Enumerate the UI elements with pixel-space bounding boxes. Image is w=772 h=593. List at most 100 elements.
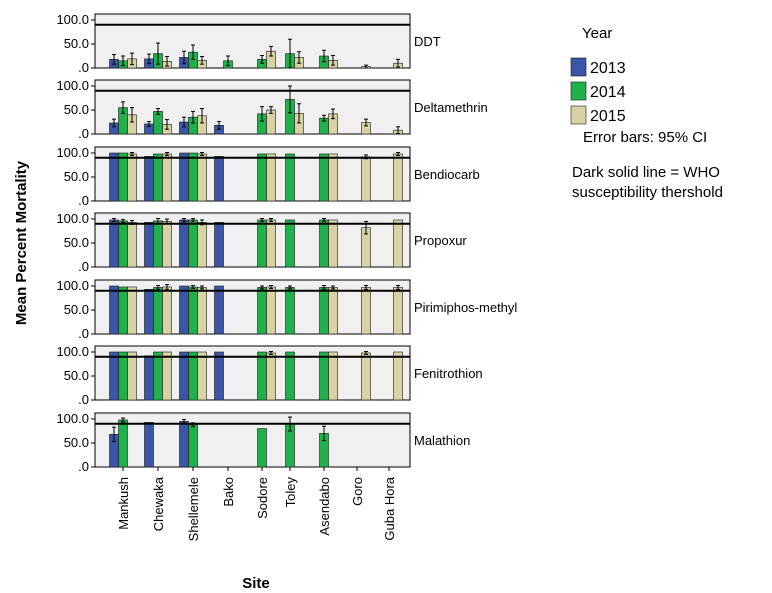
bar-fenitrothion-mankush-2015 — [127, 351, 137, 401]
bar-pirimiphos-methyl-guba-hora-2015 — [393, 287, 403, 335]
error-bar-propoxur-sodore-2014 — [260, 218, 264, 222]
error-bar-malathion-asendabo-2014 — [322, 425, 326, 442]
error-bar-ddt-asendabo-2015 — [331, 55, 335, 66]
y-tick-label: 50.0 — [64, 169, 89, 184]
bar-pirimiphos-methyl-shellemele-2014 — [188, 286, 198, 335]
legend-swatch — [570, 81, 587, 101]
bar-fenitrothion-chewaka-2013 — [144, 355, 154, 401]
y-tick-label: .0 — [78, 193, 89, 208]
legend-item-2015: 2015 — [570, 105, 626, 125]
y-tick-label: 100.0 — [56, 278, 89, 293]
bar-fenitrothion-chewaka-2014 — [153, 351, 163, 401]
note-threshold-line-1: Dark solid line = WHO — [572, 164, 720, 181]
x-tick-label-sodore: Sodore — [255, 477, 270, 519]
error-bar-ddt-toley-2015 — [297, 51, 301, 64]
legend-swatch — [570, 57, 587, 77]
error-bar-deltamethrin-mankush-2014 — [121, 101, 125, 114]
bar-propoxur-shellemele-2014 — [188, 219, 198, 268]
chart-notes: Error bars: 95% CI Dark solid line = WHO… — [572, 129, 723, 201]
bar-pirimiphos-methyl-sodore-2014 — [257, 287, 267, 335]
bar-fenitrothion-asendabo-2014 — [319, 351, 329, 401]
bar-pirimiphos-methyl-chewaka-2013 — [144, 289, 154, 335]
bar-malathion-sodore-2014 — [257, 428, 267, 468]
bar-propoxur-sodore-2015 — [266, 219, 276, 268]
x-axis-title: Site — [242, 575, 270, 592]
bar-bendiocarb-guba-hora-2015 — [393, 153, 403, 202]
error-bar-bendiocarb-guba-hora-2015 — [396, 152, 400, 156]
panel-bendiocarb: .0 50.0 100.0 Bendiocarb — [56, 145, 479, 208]
error-bar-pirimiphos-methyl-goro-2015 — [364, 285, 368, 290]
panel-label: DDT — [414, 34, 441, 49]
panel-malathion: .0 50.0 100.0 Malathion — [56, 411, 470, 474]
bar-propoxur-chewaka-2015 — [162, 221, 172, 268]
error-bar-deltamethrin-shellemele-2014 — [191, 110, 195, 124]
bar-malathion-chewaka-2013 — [144, 422, 154, 468]
bar-bendiocarb-toley-2014 — [285, 153, 295, 202]
error-bar-pirimiphos-methyl-chewaka-2014 — [156, 285, 160, 290]
panel-fenitrothion: .0 50.0 100.0 Fenitrothion — [56, 344, 482, 407]
error-bar-pirimiphos-methyl-sodore-2015 — [269, 285, 273, 289]
bar-fenitrothion-guba-hora-2015 — [393, 351, 403, 401]
error-bar-deltamethrin-goro-2015 — [364, 118, 368, 127]
bar-bendiocarb-asendabo-2015 — [328, 153, 338, 202]
y-tick-label: 100.0 — [56, 78, 89, 93]
legend: Year 2013 2014 2015 — [570, 25, 626, 125]
error-bar-bendiocarb-shellemele-2015 — [200, 152, 204, 156]
y-tick-label: 100.0 — [56, 12, 89, 27]
bar-propoxur-sodore-2014 — [257, 219, 267, 268]
bar-bendiocarb-chewaka-2015 — [162, 153, 172, 202]
panel-frame — [94, 412, 411, 468]
bar-propoxur-asendabo-2015 — [328, 219, 338, 268]
y-tick-label: .0 — [78, 459, 89, 474]
error-bar-deltamethrin-sodore-2015 — [269, 106, 273, 114]
bar-fenitrothion-shellemele-2014 — [188, 351, 198, 401]
error-bar-deltamethrin-mankush-2013 — [112, 118, 116, 128]
bar-propoxur-guba-hora-2015 — [393, 219, 403, 268]
bar-propoxur-mankush-2013 — [109, 219, 119, 268]
x-tick-label-toley: Toley — [283, 477, 298, 508]
x-tick-label-bako: Bako — [221, 477, 236, 507]
bar-pirimiphos-methyl-shellemele-2013 — [179, 285, 189, 335]
bar-pirimiphos-methyl-mankush-2014 — [118, 286, 128, 335]
error-bar-pirimiphos-methyl-chewaka-2015 — [165, 284, 169, 290]
y-tick-label: 50.0 — [64, 102, 89, 117]
error-bar-deltamethrin-asendabo-2014 — [322, 114, 326, 122]
error-bar-ddt-asendabo-2014 — [322, 49, 326, 63]
bar-pirimiphos-methyl-bako-2013 — [214, 285, 224, 335]
legend-item-2014: 2014 — [570, 81, 626, 101]
error-bar-deltamethrin-chewaka-2015 — [165, 119, 169, 130]
error-bar-deltamethrin-chewaka-2013 — [147, 121, 151, 127]
bar-malathion-shellemele-2014 — [188, 424, 198, 468]
bar-pirimiphos-methyl-shellemele-2015 — [197, 287, 207, 335]
legend-label: 2014 — [590, 84, 626, 101]
y-tick-label: .0 — [78, 126, 89, 141]
x-tick-label-asendabo: Asendabo — [317, 477, 332, 536]
error-bar-pirimiphos-methyl-guba-hora-2015 — [396, 285, 400, 290]
error-bar-propoxur-asendabo-2014 — [322, 218, 326, 222]
legend-swatch — [570, 105, 587, 125]
bar-fenitrothion-mankush-2013 — [109, 351, 119, 401]
y-tick-label: 100.0 — [56, 145, 89, 160]
error-bar-ddt-bako-2014 — [226, 55, 230, 67]
panel-label: Malathion — [414, 433, 470, 448]
error-bar-bendiocarb-mankush-2015 — [130, 152, 134, 156]
error-bar-pirimiphos-methyl-asendabo-2015 — [331, 285, 335, 290]
bar-pirimiphos-methyl-sodore-2015 — [266, 286, 276, 335]
panel-deltamethrin: .0 50.0 100.0 Deltamethrin — [56, 78, 487, 141]
error-bar-ddt-shellemele-2015 — [200, 55, 204, 65]
bar-pirimiphos-methyl-mankush-2015 — [127, 286, 137, 335]
legend-item-2013: 2013 — [570, 57, 626, 77]
error-bar-malathion-mankush-2013 — [112, 426, 116, 443]
error-bar-deltamethrin-toley-2015 — [297, 103, 301, 124]
y-tick-label: 100.0 — [56, 411, 89, 426]
x-tick-label-chewaka: Chewaka — [151, 476, 166, 531]
panel-propoxur: .0 50.0 100.0 Propoxur — [56, 211, 467, 274]
legend-title: Year — [582, 25, 612, 42]
x-tick-label-goro: Goro — [350, 477, 365, 506]
bar-bendiocarb-mankush-2013 — [109, 152, 119, 202]
error-bar-deltamethrin-mankush-2015 — [130, 107, 134, 123]
bar-fenitrothion-sodore-2014 — [257, 351, 267, 401]
bar-bendiocarb-sodore-2015 — [266, 153, 276, 202]
bar-fenitrothion-sodore-2015 — [266, 352, 276, 401]
